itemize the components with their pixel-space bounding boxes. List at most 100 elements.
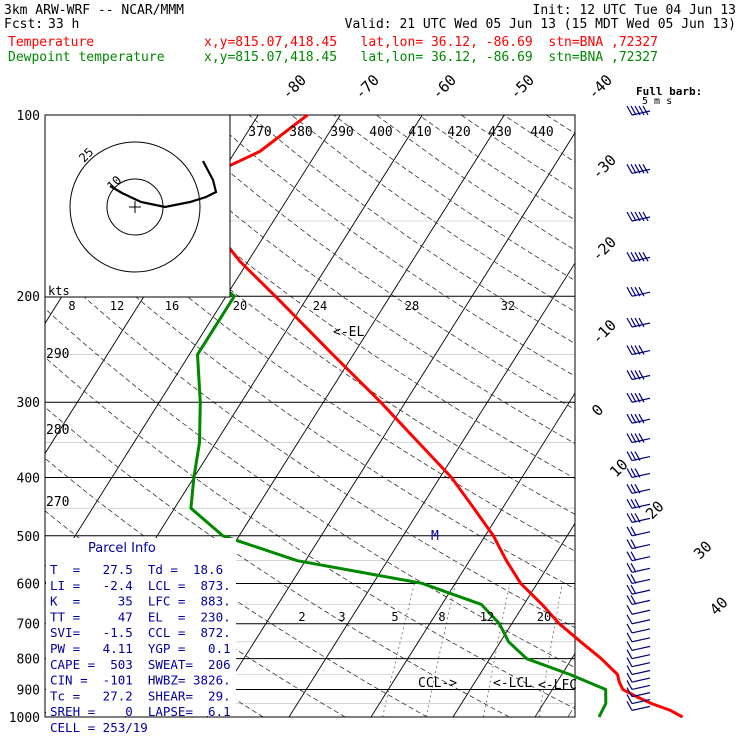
wind-barb (626, 317, 651, 328)
parcel-info-line: CIN = -101 HWBZ= 3826. (50, 673, 231, 688)
dry-adiabat-line (248, 115, 575, 345)
wind-barb-flag (634, 468, 641, 478)
wind-barb-flag (642, 105, 649, 116)
mixing-ratio-label: 20 (537, 610, 551, 624)
pressure-tick-label: 600 (17, 577, 40, 592)
wind-barb-flag (634, 252, 641, 262)
wind-barb-flag (638, 413, 645, 424)
mixing-ratio-label: 5 (391, 610, 398, 624)
wind-barb-flag (634, 286, 641, 297)
wind-barb-flag (638, 164, 645, 174)
wind-barb (626, 604, 651, 615)
wind-barb-flag (626, 657, 633, 667)
wind-barb-flag (634, 105, 641, 116)
temperature-legend-label: Temperature (8, 35, 95, 50)
wind-barb-staff (631, 705, 651, 711)
theta-label: 380 (289, 125, 312, 140)
wind-barb-flag (630, 513, 637, 523)
wind-barb (626, 680, 651, 691)
dry-adiabat-line (376, 115, 575, 251)
wind-barb-flag (626, 252, 633, 262)
wind-barb-flag (626, 211, 633, 222)
wind-barb (626, 345, 651, 356)
wind-barb (626, 105, 651, 116)
wind-barb-flag (630, 563, 637, 573)
wind-barb-flag (642, 211, 649, 222)
dry-adiabat-line (589, 115, 740, 717)
wind-barb-flag (630, 498, 637, 509)
wind-barb-staff (631, 692, 651, 698)
wind-barb-flag (630, 433, 637, 443)
wind-barb-flag (626, 164, 633, 174)
wind-barb (626, 595, 651, 605)
wind-barb-flag (630, 164, 637, 174)
hodograph-panel (44, 114, 231, 298)
wind-barb-flag (638, 211, 645, 222)
wind-barb-flag (630, 252, 637, 262)
parcel-info-line: LI = -2.4 LCL = 873. (50, 578, 231, 593)
wind-barb-flag (634, 433, 641, 443)
theta-label: 420 (447, 125, 470, 140)
wind-barb-flag (626, 483, 633, 494)
wind-barb-flag (626, 649, 633, 659)
isotherm-label: -40 (584, 71, 616, 103)
sounding-annotation: <-LFC (538, 678, 577, 693)
wind-barb-flag (630, 413, 637, 424)
wind-barb-flag (626, 687, 633, 697)
wind-barb (626, 433, 651, 444)
pressure-tick-label: 1000 (9, 711, 40, 726)
wind-barb (626, 164, 651, 174)
dry-adiabat-line (418, 115, 575, 221)
isotherm-label: -30 (588, 151, 620, 183)
wind-barb (626, 672, 651, 683)
isotherm-line (206, 132, 575, 717)
isotherm-label: 10 (606, 455, 632, 481)
dry-adiabat-label: 290 (46, 347, 69, 362)
theta-label: 370 (248, 125, 271, 140)
wind-barb-staff (631, 662, 651, 668)
dry-adiabat-line (45, 213, 575, 590)
wind-barb-flag (630, 317, 637, 328)
valid-time: Valid: 21 UTC Wed 05 Jun 13 (15 MDT Wed … (344, 17, 736, 32)
pressure-tick-label: 900 (17, 683, 40, 698)
wind-barb-flag (630, 392, 637, 403)
wind-barb (626, 687, 651, 698)
wind-barb (626, 498, 651, 509)
wind-barb-flag (638, 105, 645, 116)
wind-barb (626, 211, 651, 222)
moist-adiabat-line (666, 296, 740, 717)
wind-barb-flag (626, 513, 633, 523)
mixing-ratio-label: 12 (480, 610, 494, 624)
wind-barb-staff (631, 637, 651, 643)
wind-barb-flag (634, 211, 641, 222)
dry-adiabat-line (163, 115, 575, 410)
wind-barb-flag (638, 345, 645, 355)
wind-barb-flag (634, 370, 641, 380)
sounding-annotation: CCL-> (418, 676, 457, 691)
wind-barb-flag (642, 164, 649, 174)
wind-barb (626, 483, 651, 494)
moist-adiabat-line (601, 296, 740, 717)
wind-barb-flag (642, 252, 649, 262)
dry-adiabat-line (45, 356, 575, 710)
wind-barb (626, 286, 651, 297)
wind-barb-flag (634, 513, 641, 523)
wind-barb-staff (631, 628, 651, 634)
wind-barb-flag (630, 595, 637, 605)
wind-barb-flag (638, 392, 645, 403)
parcel-info-title: Parcel Info (88, 541, 156, 556)
isotherm-label: -80 (278, 71, 310, 103)
wind-barb-flag (626, 468, 633, 478)
sounding-annotation: <-LCL (493, 676, 532, 691)
pressure-tick-label: 100 (17, 109, 40, 124)
parcel-info-line: SVI= -1.5 CCL = 872. (50, 625, 231, 640)
wind-barb-flag (638, 370, 645, 380)
temperature-legend-info: x,y=815.07,418.45 lat,lon= 36.12, -86.69… (204, 35, 658, 50)
wind-barb-flag (626, 286, 633, 297)
wind-barb-flag (626, 105, 633, 116)
forecast-label: Fcst: (4, 17, 44, 32)
wind-barb (626, 694, 651, 705)
wind-barb (626, 468, 651, 479)
theta-label: 430 (488, 125, 511, 140)
